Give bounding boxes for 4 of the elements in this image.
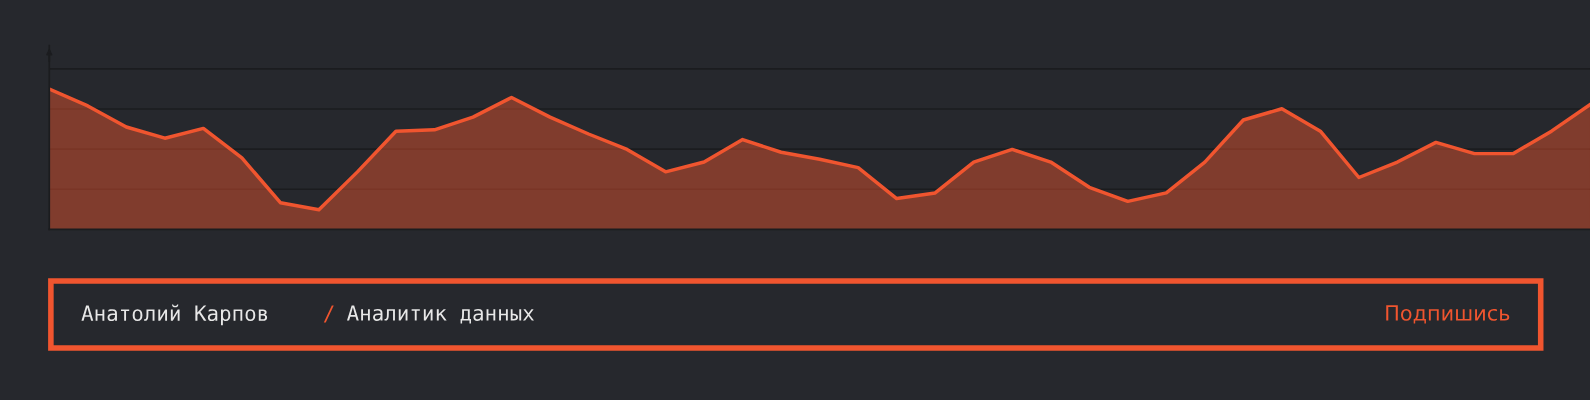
text: Аналитик данных <box>347 305 534 324</box>
text: Подпишись <box>1386 305 1510 324</box>
text: Анатолий Карпов <box>81 304 268 326</box>
text: / <box>323 305 334 323</box>
